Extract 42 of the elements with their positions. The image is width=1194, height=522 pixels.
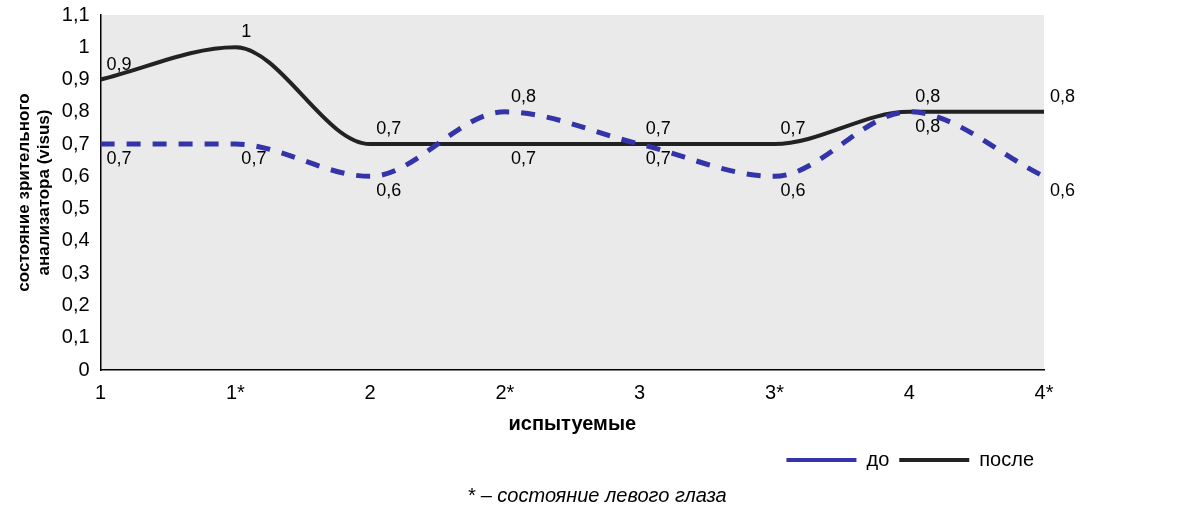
y-tick-label: 1 bbox=[78, 34, 90, 57]
x-axis-title: испытуемые bbox=[508, 411, 637, 434]
data-label: 1 bbox=[241, 21, 252, 42]
x-tick-label: 4 bbox=[903, 380, 915, 403]
data-label: 0,8 bbox=[510, 85, 536, 106]
legend-label: после bbox=[979, 447, 1034, 470]
y-tick-label: 0,8 bbox=[61, 99, 90, 122]
y-tick-label: 0 bbox=[78, 357, 90, 380]
data-label: 0,7 bbox=[106, 148, 132, 169]
data-label: 0,8 bbox=[1050, 85, 1076, 106]
data-label: 0,8 bbox=[915, 115, 941, 136]
y-tick-label: 0,7 bbox=[61, 131, 90, 154]
data-label: 0,7 bbox=[645, 118, 671, 139]
y-axis-title: состояние зрительного анализатора (visus) bbox=[13, 93, 54, 292]
y-tick-label: 1,1 bbox=[61, 2, 90, 25]
y-tick-label: 0,2 bbox=[61, 292, 90, 315]
legend-label: до bbox=[866, 447, 890, 470]
x-tick-label: 3* bbox=[765, 380, 785, 403]
data-label: 0,6 bbox=[1050, 180, 1076, 201]
data-label: 0,6 bbox=[780, 180, 806, 201]
y-tick-label: 0,5 bbox=[61, 196, 90, 219]
x-tick-label: 1* bbox=[225, 380, 246, 403]
data-label: 0,7 bbox=[376, 118, 402, 139]
x-tick-label: 1 bbox=[95, 380, 107, 403]
line-series bbox=[98, 45, 1046, 147]
data-label: 0,8 bbox=[915, 85, 941, 106]
data-label: 0,7 bbox=[510, 148, 536, 169]
data-label: 0,9 bbox=[106, 53, 132, 74]
y-tick-label: 0,4 bbox=[61, 228, 90, 251]
y-tick-label: 0,1 bbox=[61, 325, 90, 348]
data-label: 0,7 bbox=[780, 118, 806, 139]
data-label: 0,6 bbox=[376, 180, 402, 201]
y-tick-label: 0,6 bbox=[61, 163, 90, 186]
text: * – состояние левого глаза bbox=[466, 484, 728, 507]
x-tick-label: 3 bbox=[634, 380, 646, 403]
x-tick-label: 2* bbox=[495, 380, 515, 403]
x-tick-label: 2 bbox=[364, 380, 376, 403]
y-tick-label: 0,3 bbox=[61, 260, 90, 283]
y-tick-label: 0,9 bbox=[61, 67, 90, 90]
data-label: 0,7 bbox=[241, 148, 267, 169]
x-tick-label: 4* bbox=[1034, 380, 1054, 403]
data-label: 0,7 bbox=[645, 148, 671, 169]
